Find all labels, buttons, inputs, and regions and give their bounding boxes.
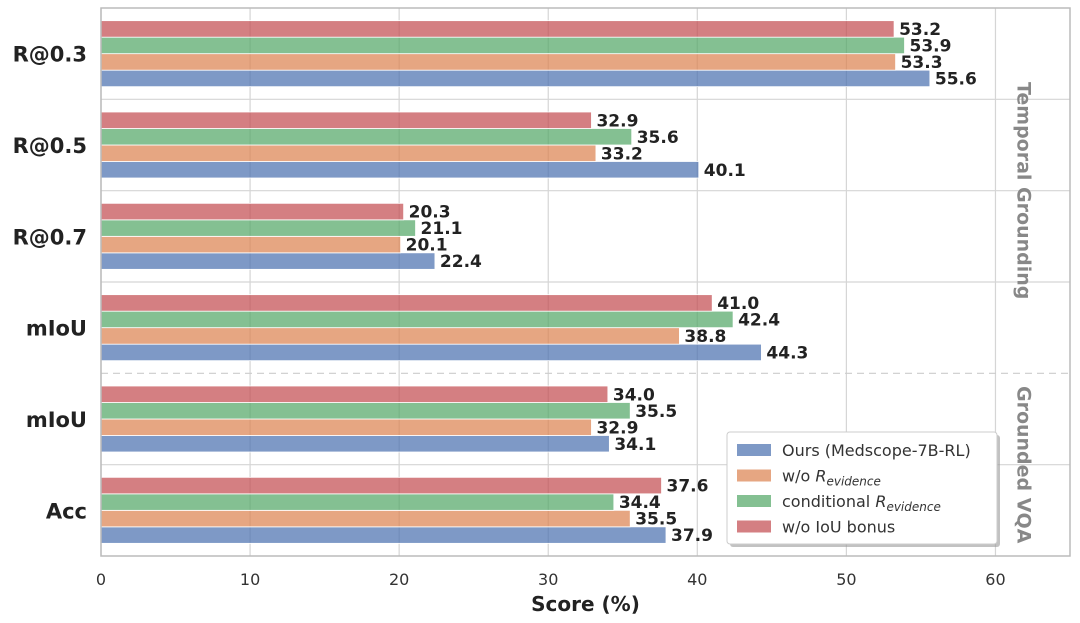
legend-label: w/o Revidence [782,467,881,489]
bar [100,310,734,329]
y-tick-label: Acc [46,499,87,523]
y-tick-label: mIoU [26,317,87,341]
grid-lines [100,8,1070,556]
legend-label: Ours (Medscope-7B-RL) [782,441,971,460]
y-tick-label: R@0.3 [13,43,87,67]
value-label: 41.0 [717,294,759,314]
x-tick-label: 30 [538,570,558,589]
bar [100,294,713,312]
value-label: 35.5 [635,510,677,530]
x-tick-label: 50 [836,570,856,589]
bar [100,20,895,38]
bar [100,476,662,495]
y-tick-label: R@0.5 [13,134,87,158]
x-tick-label: 10 [240,570,260,589]
value-label: 20.1 [406,236,448,256]
bar [100,402,631,420]
x-tick-label: 40 [687,570,707,589]
value-label: 40.1 [704,161,746,181]
section-label: Grounded VQA [1012,386,1034,544]
value-label: 53.3 [901,53,943,73]
bar [100,202,405,221]
value-label: 37.6 [667,477,709,497]
x-tick-label: 20 [389,570,409,589]
x-tick-labels: 0 10 20 30 40 50 60 [96,570,1006,589]
value-label: 35.6 [637,128,679,148]
value-label: 42.4 [738,310,780,330]
value-labels: 55.653.353.953.240.133.235.632.922.420.1… [406,20,977,546]
bar [100,36,905,55]
bar [100,435,610,453]
y-tick-label: R@0.7 [13,225,87,249]
value-label: 34.1 [614,435,656,455]
value-label: 38.8 [684,327,726,347]
bar [100,343,762,362]
bar [100,418,592,436]
y-tick-label: mIoU [26,408,87,432]
legend: Ours (Medscope-7B-RL) w/o Revidence condit… [726,431,1000,547]
x-tick-label: 60 [985,570,1005,589]
value-label: 37.9 [671,526,713,546]
legend-swatch [737,469,771,482]
value-label: 21.1 [421,219,463,239]
value-label: 32.9 [596,111,638,131]
value-label: 20.3 [409,203,451,223]
x-axis-title: Score (%) [531,592,640,616]
bar [100,219,416,237]
x-tick-label: 0 [96,570,106,589]
value-label: 44.3 [766,343,808,363]
value-label: 32.9 [596,418,638,438]
bar [100,111,592,129]
legend-swatch [737,495,771,507]
legend-box [726,431,998,545]
bar [100,144,597,162]
bar [100,526,667,544]
value-label: 53.2 [899,20,941,40]
value-label: 33.2 [601,144,643,164]
bar [100,128,633,146]
legend-label: w/o IoU bonus [782,518,895,537]
bar [100,69,931,88]
section-label: Temporal Grounding [1012,82,1034,299]
plot-frame [100,7,1071,557]
value-label: 34.4 [619,493,661,513]
value-label: 35.5 [635,402,677,422]
value-label: 53.9 [910,36,952,56]
value-label: 34.0 [613,385,655,405]
legend-label: conditional Revidence [782,492,941,514]
value-label: 55.6 [935,69,977,89]
legend-swatch [737,444,771,456]
bar [100,509,631,528]
bar [100,252,436,270]
bar [100,493,615,511]
bar [100,235,402,254]
section-labels: Temporal Grounding Grounded VQA [1012,82,1034,544]
bar [100,327,680,345]
y-tick-labels: R@0.3 R@0.5 R@0.7 mIoU mIoU Acc [13,43,87,524]
value-label: 22.4 [440,252,482,272]
bar [100,385,609,403]
bar [100,53,896,71]
legend-swatch [737,520,771,533]
